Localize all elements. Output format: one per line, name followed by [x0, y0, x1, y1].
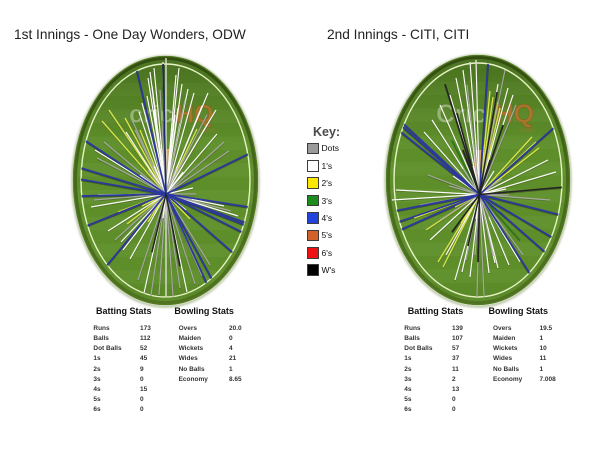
svg-text:sport: sport [200, 128, 215, 134]
svg-text:sport: sport [519, 128, 534, 134]
